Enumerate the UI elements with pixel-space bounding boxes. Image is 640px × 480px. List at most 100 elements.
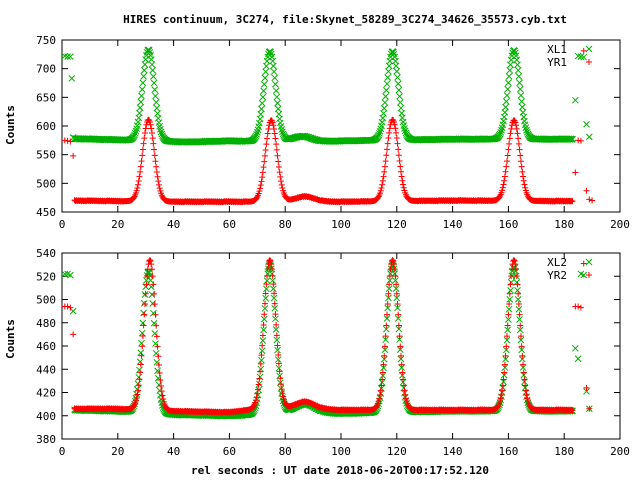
- data-point: [386, 125, 393, 132]
- data-point: [502, 168, 509, 175]
- data-point: [374, 194, 381, 201]
- data-point: [575, 303, 582, 310]
- data-point: [267, 48, 274, 56]
- data-point: [155, 353, 162, 360]
- data-point: [580, 53, 588, 61]
- data-point: [141, 135, 148, 142]
- data-point: [146, 118, 153, 125]
- data-point: [381, 343, 388, 350]
- data-point: [498, 391, 505, 398]
- data-point: [263, 141, 270, 148]
- data-point: [150, 140, 157, 147]
- data-point: [278, 181, 285, 188]
- data-point: [148, 61, 156, 68]
- data-point: [148, 261, 155, 268]
- data-point: [271, 130, 278, 137]
- data-point: [264, 272, 271, 279]
- data-point: [69, 307, 77, 315]
- data-point: [140, 73, 147, 80]
- data-point: [510, 256, 517, 263]
- data-point: [517, 152, 524, 159]
- y-tick-label: 420: [36, 387, 56, 400]
- data-point: [385, 68, 392, 75]
- data-point: [583, 120, 590, 128]
- data-point: [514, 281, 521, 288]
- data-point: [272, 326, 280, 333]
- x-tick-label: 40: [167, 218, 180, 231]
- data-point: [147, 121, 154, 128]
- data-point: [513, 273, 520, 280]
- data-point: [390, 258, 397, 265]
- data-point: [502, 346, 510, 354]
- data-point: [136, 358, 144, 366]
- data-point: [153, 333, 160, 340]
- data-point: [259, 174, 266, 181]
- y-tick-label: 540: [36, 247, 56, 260]
- data-point: [516, 316, 523, 323]
- data-point: [278, 386, 285, 393]
- data-point: [138, 92, 145, 100]
- data-point: [258, 99, 266, 107]
- data-point: [395, 325, 403, 333]
- data-point: [133, 386, 141, 393]
- data-point: [253, 128, 261, 136]
- data-point: [143, 281, 150, 288]
- data-point: [502, 103, 509, 111]
- data-point: [391, 266, 398, 273]
- data-point: [270, 122, 277, 129]
- data-point: [569, 198, 576, 205]
- data-point: [500, 181, 507, 188]
- y-tick-label: 480: [36, 317, 56, 330]
- data-point: [575, 137, 582, 144]
- data-point: [392, 125, 399, 132]
- legend-label: XL1: [547, 43, 567, 56]
- data-point: [516, 311, 523, 318]
- data-point: [506, 135, 513, 142]
- top-plot: 0 20 40 60 80 100 120 140 160 180 200 450 500 550 600 6…: [36, 34, 630, 231]
- data-point: [514, 61, 521, 69]
- data-point: [272, 311, 279, 318]
- legend-label: YR2: [547, 269, 567, 282]
- data-point: [517, 92, 525, 99]
- x-tick-label: 200: [610, 445, 630, 458]
- data-point: [260, 80, 268, 88]
- data-point: [505, 305, 513, 313]
- data-point: [384, 311, 391, 318]
- data-point: [376, 395, 383, 402]
- data-point: [391, 118, 398, 125]
- data-point: [150, 73, 157, 80]
- data-point: [140, 66, 148, 74]
- data-point: [386, 277, 394, 284]
- data-point: [497, 398, 504, 405]
- data-point: [396, 333, 403, 340]
- data-point: [515, 305, 523, 313]
- data-point: [273, 332, 280, 339]
- data-point: [393, 68, 401, 75]
- data-point: [262, 68, 270, 76]
- data-point: [393, 294, 401, 302]
- data-point: [499, 184, 506, 191]
- data-point: [385, 290, 392, 297]
- data-point: [574, 355, 582, 363]
- data-point: [132, 397, 139, 404]
- data-point: [583, 384, 590, 391]
- data-point: [140, 300, 148, 307]
- data-point: [274, 152, 281, 159]
- data-point: [385, 135, 392, 142]
- data-point: [256, 380, 263, 388]
- data-point: [141, 291, 149, 298]
- data-point: [137, 98, 145, 106]
- data-point: [384, 146, 391, 153]
- data-point: [382, 333, 389, 340]
- data-point: [517, 333, 524, 340]
- data-point: [268, 266, 275, 273]
- data-point: [142, 129, 149, 136]
- data-point: [507, 286, 514, 294]
- data-point: [379, 372, 387, 380]
- legend-marker: [585, 45, 593, 53]
- data-point: [149, 135, 156, 142]
- x-tick-label: 120: [387, 218, 407, 231]
- data-point: [158, 388, 165, 395]
- data-point: [152, 158, 159, 165]
